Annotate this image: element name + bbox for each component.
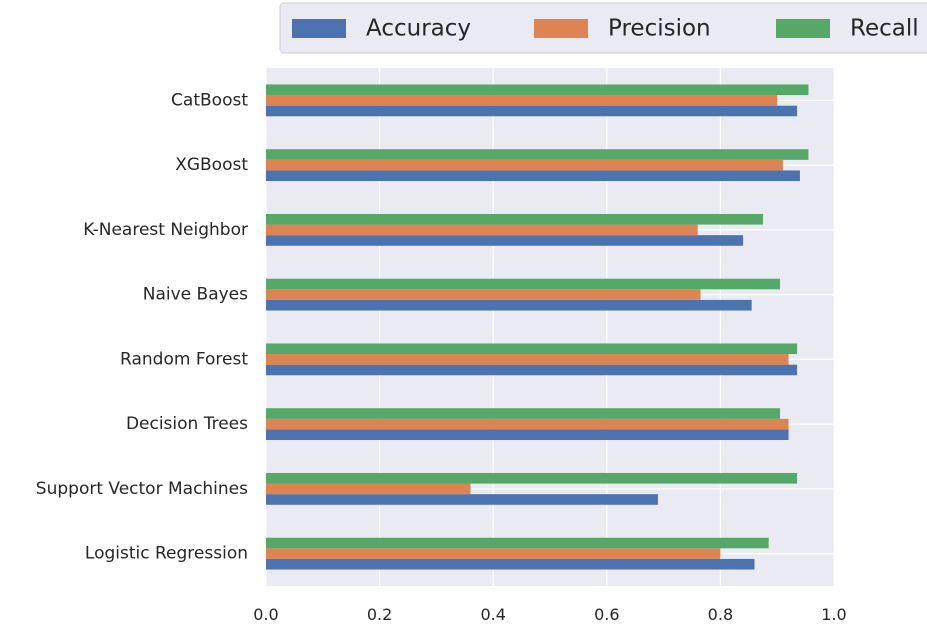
bar-accuracy-support-vector-machines: [266, 494, 658, 505]
category-label: Logistic Regression: [85, 544, 248, 564]
bar-precision-xgboost: [266, 159, 783, 171]
bar-accuracy-naive-bayes: [266, 299, 752, 311]
bar-recall-k-nearest-neighbor: [266, 213, 763, 225]
x-tick-label: 0.2: [367, 605, 392, 624]
category-label: Random Forest: [120, 349, 248, 369]
legend-label-precision: Precision: [608, 16, 711, 42]
bar-precision-decision-trees: [266, 418, 789, 430]
bar-recall-decision-trees: [266, 408, 781, 419]
bar-accuracy-catboost: [266, 105, 798, 117]
bar-accuracy-k-nearest-neighbor: [266, 235, 744, 246]
category-label: K-Nearest Neighbor: [83, 220, 248, 240]
bar-precision-naive-bayes: [266, 289, 701, 300]
x-tick-label: 0.0: [253, 605, 278, 624]
legend-swatch-precision: [534, 19, 588, 38]
bars: [266, 84, 809, 570]
x-tick-label: 0.6: [594, 605, 619, 624]
bar-recall-catboost: [266, 84, 809, 96]
category-label: Decision Trees: [126, 414, 248, 434]
bar-recall-naive-bayes: [266, 278, 781, 290]
bar-recall-xgboost: [266, 149, 809, 160]
category-label: CatBoost: [171, 90, 248, 110]
category-labels: Logistic Regression Support Vector Machin…: [36, 90, 249, 563]
bar-accuracy-decision-trees: [266, 429, 789, 441]
legend-label-recall: Recall: [850, 16, 919, 42]
bar-precision-logistic-regression: [266, 548, 721, 559]
legend-items: Accuracy Precision Recall: [292, 16, 919, 42]
bar-precision-random-forest: [266, 354, 789, 365]
x-tick-label: 1.0: [821, 605, 846, 624]
legend-swatch-accuracy: [292, 19, 346, 38]
category-label: Support Vector Machines: [36, 479, 248, 499]
bar-accuracy-logistic-regression: [266, 558, 755, 570]
bar-recall-random-forest: [266, 343, 798, 355]
legend-box: [279, 2, 927, 54]
bar-recall-logistic-regression: [266, 537, 769, 549]
legend-label-accuracy: Accuracy: [366, 16, 471, 42]
legend-swatch-recall: [776, 19, 830, 38]
bar-precision-catboost: [266, 95, 778, 106]
bar-recall-support-vector-machines: [266, 472, 798, 484]
x-tick-label: 0.8: [708, 605, 733, 624]
category-label: Naive Bayes: [143, 285, 248, 305]
x-tick-labels: 0.0 0.2 0.4 0.6 0.8 1.0: [253, 605, 846, 624]
plot-area: [266, 68, 834, 586]
bar-accuracy-random-forest: [266, 364, 798, 376]
x-tick-label: 0.4: [480, 605, 505, 624]
bar-accuracy-xgboost: [266, 170, 800, 182]
category-label: XGBoost: [175, 155, 248, 175]
legend: Accuracy Precision Recall: [279, 2, 927, 54]
bar-precision-k-nearest-neighbor: [266, 224, 698, 236]
bar-precision-support-vector-machines: [266, 483, 471, 495]
